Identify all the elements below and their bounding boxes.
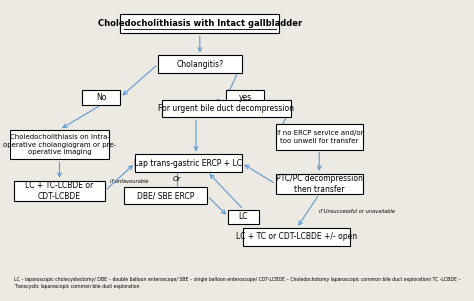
Text: DBE/ SBE ERCP: DBE/ SBE ERCP [137, 191, 194, 200]
FancyBboxPatch shape [162, 100, 291, 117]
Text: If no ERCP service and/or
too unwell for transfer: If no ERCP service and/or too unwell for… [275, 130, 363, 144]
FancyBboxPatch shape [244, 228, 350, 246]
Text: Choledocholithiasis with Intact gallbladder: Choledocholithiasis with Intact gallblad… [98, 19, 302, 28]
Text: Choledocholithiasis on intra-
operative cholangiogram or pre-
operative imaging: Choledocholithiasis on intra- operative … [3, 134, 116, 155]
Text: Or: Or [173, 176, 181, 182]
Text: if Unsuccessful or unavailable: if Unsuccessful or unavailable [319, 209, 395, 214]
Text: LC + TC-LCBDE or
CDT-LCBDE: LC + TC-LCBDE or CDT-LCBDE [26, 181, 94, 201]
FancyBboxPatch shape [276, 124, 363, 150]
FancyBboxPatch shape [158, 55, 242, 73]
Text: LC: LC [239, 212, 248, 221]
Text: For urgent bile duct decompression: For urgent bile duct decompression [158, 104, 294, 113]
FancyBboxPatch shape [136, 154, 242, 172]
Text: Cholangitis?: Cholangitis? [176, 60, 223, 69]
FancyBboxPatch shape [10, 130, 109, 160]
FancyBboxPatch shape [228, 209, 259, 224]
FancyBboxPatch shape [82, 90, 120, 105]
FancyBboxPatch shape [227, 90, 264, 105]
Text: PTC/PC decompression
then transfer: PTC/PC decompression then transfer [276, 174, 363, 194]
Text: LC + TC or CDT-LCBDE +/- open: LC + TC or CDT-LCBDE +/- open [236, 232, 357, 241]
FancyBboxPatch shape [276, 174, 363, 194]
FancyBboxPatch shape [14, 181, 105, 201]
Text: LC – laparoscopic cholecystectomy/ DBE – double balloon enteroscope/ SBE – singl: LC – laparoscopic cholecystectomy/ DBE –… [14, 277, 461, 289]
Text: yes: yes [239, 93, 252, 102]
Text: Lap trans-gastric ERCP + LC: Lap trans-gastric ERCP + LC [135, 159, 242, 168]
FancyBboxPatch shape [124, 187, 208, 204]
Text: if unfavourable: if unfavourable [110, 179, 149, 184]
FancyBboxPatch shape [120, 14, 280, 33]
Text: No: No [96, 93, 106, 102]
